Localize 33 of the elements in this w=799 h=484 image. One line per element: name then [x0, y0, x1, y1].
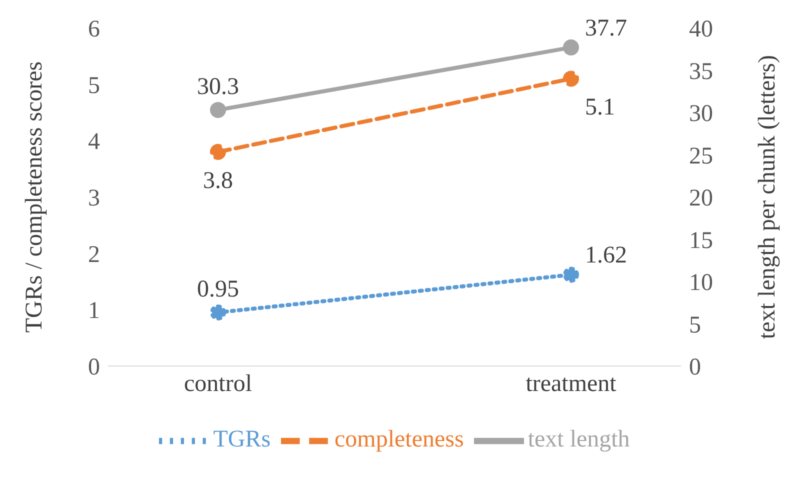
y2-tick-label: 15	[689, 228, 713, 254]
y2-tick-label: 0	[689, 354, 701, 381]
y2-axis-title: text length per chunk (letters)	[754, 55, 781, 339]
data-label: 1.62	[585, 242, 627, 269]
data-label: 3.8	[203, 168, 233, 194]
y2-tick-label: 10	[689, 270, 713, 296]
y2-tick-label: 40	[689, 16, 713, 43]
x-tick-label: treatment	[526, 371, 617, 398]
y-tick-label: 6	[88, 16, 100, 43]
y-tick-label: 2	[88, 242, 100, 268]
point	[563, 266, 579, 283]
data-label: 30.3	[197, 74, 239, 100]
data-label: 0.95	[197, 276, 239, 302]
y-tick-label: 3	[88, 186, 100, 212]
x-tick-label: control	[184, 371, 252, 398]
y2-tick-label: 35	[689, 58, 713, 85]
legend-label: completeness	[334, 426, 464, 453]
y-tick-label: 4	[88, 129, 100, 156]
point	[210, 304, 226, 320]
y2-tick-label: 25	[689, 143, 713, 170]
y-tick-label: 1	[88, 298, 100, 324]
legend-label: TGRs	[213, 426, 271, 453]
y-tick-label: 0	[88, 354, 100, 381]
y-tick-label: 5	[88, 72, 100, 99]
y2-tick-label: 5	[689, 312, 701, 338]
y2-tick-label: 30	[689, 101, 713, 128]
point	[210, 144, 226, 160]
y2-tick-label: 20	[689, 186, 713, 212]
data-label: 37.7	[585, 15, 627, 42]
data-label: 5.1	[585, 94, 615, 121]
legend-label: text length	[528, 426, 630, 453]
y-axis-title: TGRs / completeness scores	[22, 61, 48, 333]
point	[563, 70, 579, 87]
